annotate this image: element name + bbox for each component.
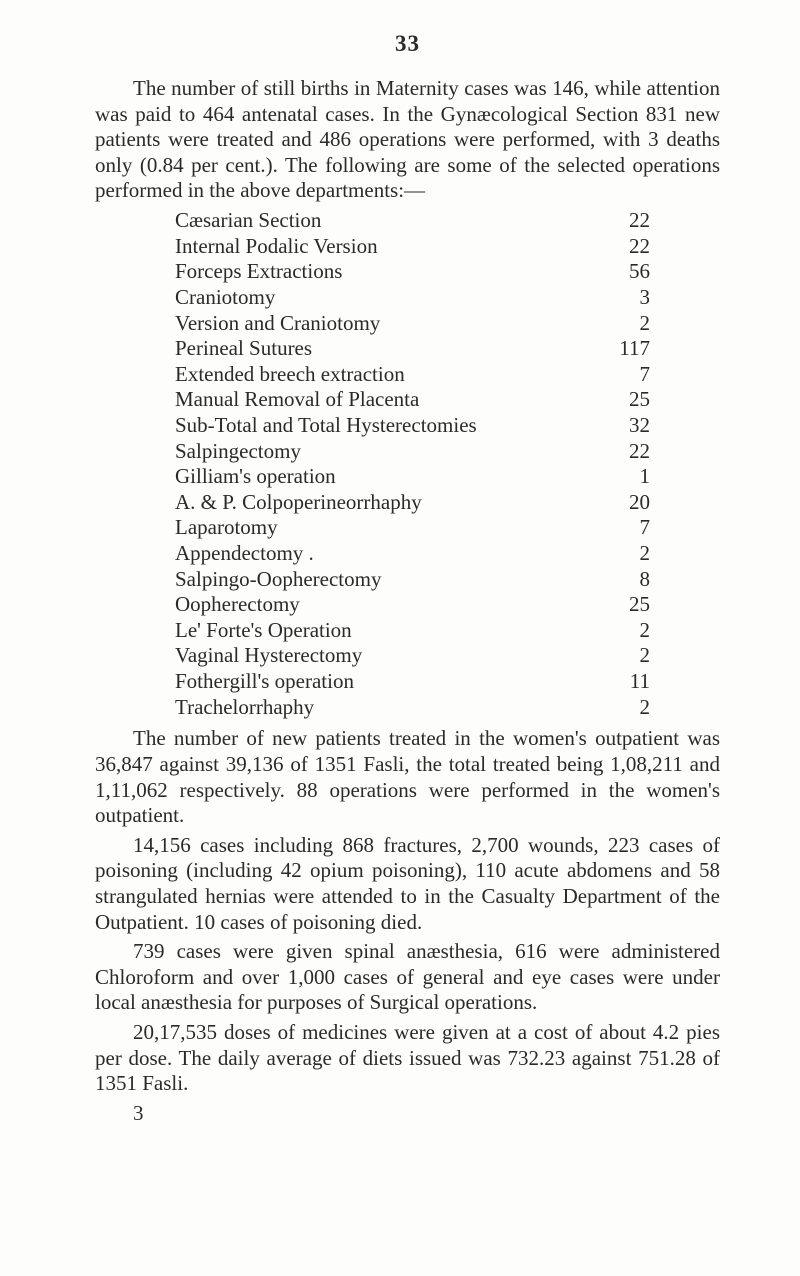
operation-label: A. & P. Colpoperineorrhaphy (175, 490, 422, 516)
page-container: 33 The number of still births in Materni… (0, 0, 800, 1276)
operation-value: 2 (608, 618, 650, 644)
operation-value: 3 (608, 285, 650, 311)
operation-label: Internal Podalic Version (175, 234, 378, 260)
operation-row: Fothergill's operation 11 (175, 669, 650, 695)
paragraph-outpatient: The number of new patients treated in th… (95, 726, 720, 828)
operation-label: Laparotomy (175, 515, 278, 541)
operation-value: 117 (608, 336, 650, 362)
operation-row: Le' Forte's Operation 2 (175, 618, 650, 644)
operation-value: 20 (608, 490, 650, 516)
operation-value: 7 (608, 362, 650, 388)
operation-value: 25 (608, 592, 650, 618)
operation-row: Appendectomy . 2 (175, 541, 650, 567)
operation-value: 11 (608, 669, 650, 695)
operation-row: Forceps Extractions 56 (175, 259, 650, 285)
operation-row: Salpingo-Oopherectomy 8 (175, 567, 650, 593)
operation-label: Trachelorrhaphy (175, 695, 314, 721)
operation-row: Craniotomy 3 (175, 285, 650, 311)
operation-value: 56 (608, 259, 650, 285)
paragraph-intro: The number of still births in Maternity … (95, 76, 720, 204)
operation-label: Le' Forte's Operation (175, 618, 352, 644)
operation-value: 2 (608, 643, 650, 669)
operation-row: Laparotomy 7 (175, 515, 650, 541)
operation-value: 22 (608, 439, 650, 465)
operation-label: Extended breech extraction (175, 362, 405, 388)
operation-row: Cæsarian Section 22 (175, 208, 650, 234)
operation-row: Salpingectomy 22 (175, 439, 650, 465)
operation-row: Sub-Total and Total Hysterectomies 32 (175, 413, 650, 439)
operation-row: Manual Removal of Placenta 25 (175, 387, 650, 413)
operation-value: 22 (608, 234, 650, 260)
operation-value: 25 (608, 387, 650, 413)
operation-row: Version and Craniotomy 2 (175, 311, 650, 337)
paragraph-anaesthesia: 739 cases were given spinal anæsthesia, … (95, 939, 720, 1016)
operation-row: Perineal Sutures 117 (175, 336, 650, 362)
operation-label: Manual Removal of Placenta (175, 387, 419, 413)
operation-label: Fothergill's operation (175, 669, 354, 695)
operation-label: Perineal Sutures (175, 336, 312, 362)
paragraph-casualty: 14,156 cases including 868 fractures, 2,… (95, 833, 720, 935)
operation-value: 2 (608, 541, 650, 567)
operations-list: Cæsarian Section22Internal Podalic Versi… (175, 208, 650, 720)
operation-label: Cæsarian Section (175, 208, 321, 234)
operation-label: Salpingo-Oopherectomy (175, 567, 381, 593)
operation-label: Forceps Extractions (175, 259, 342, 285)
page-number: 33 (95, 30, 720, 58)
operation-label: Gilliam's operation (175, 464, 336, 490)
signature-number: 3 (133, 1101, 720, 1127)
operation-label: Appendectomy . (175, 541, 314, 567)
operation-row: A. & P. Colpoperineorrhaphy 20 (175, 490, 650, 516)
paragraph-doses: 20,17,535 doses of medicines were given … (95, 1020, 720, 1097)
operation-label: Oopherectomy (175, 592, 300, 618)
operation-value: 8 (608, 567, 650, 593)
operation-label: Sub-Total and Total Hysterectomies (175, 413, 477, 439)
operation-row: Internal Podalic Version 22 (175, 234, 650, 260)
operation-value: 2 (608, 695, 650, 721)
operation-value: 7 (608, 515, 650, 541)
operation-row: Oopherectomy 25 (175, 592, 650, 618)
operation-row: Vaginal Hysterectomy 2 (175, 643, 650, 669)
operation-row: Gilliam's operation 1 (175, 464, 650, 490)
operation-value: 1 (608, 464, 650, 490)
operation-label: Craniotomy (175, 285, 275, 311)
operation-label: Version and Craniotomy (175, 311, 380, 337)
operation-label: Salpingectomy (175, 439, 301, 465)
operation-row: Trachelorrhaphy 2 (175, 695, 650, 721)
operation-label: Vaginal Hysterectomy (175, 643, 362, 669)
operation-value: 22 (608, 208, 650, 234)
operation-value: 32 (608, 413, 650, 439)
operation-value: 2 (608, 311, 650, 337)
operation-row: Extended breech extraction 7 (175, 362, 650, 388)
